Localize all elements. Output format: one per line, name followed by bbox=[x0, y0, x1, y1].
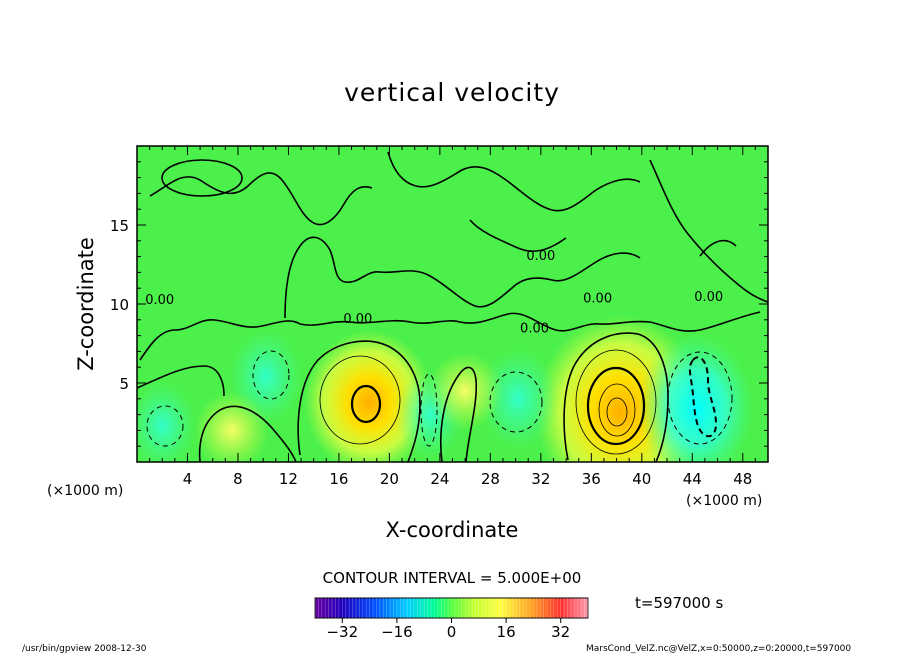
colorbar-tick-label-3: 16 bbox=[497, 623, 516, 641]
colorbar-stripes bbox=[314, 598, 589, 618]
x-unit-left: (×1000 m) bbox=[47, 483, 123, 499]
updraft-region-7 bbox=[427, 351, 503, 430]
plot-area: 0.00 0.00 0.00 0.00 0.00 0.00 bbox=[137, 146, 768, 462]
footer-right: MarsCond_VelZ.nc@VelZ,x=0:50000,z=0:2000… bbox=[586, 644, 851, 654]
x-tick-label-12: 12 bbox=[279, 470, 298, 488]
downdraft-region-2 bbox=[638, 333, 755, 462]
zero-contour-mid-bottom bbox=[439, 366, 478, 462]
zero-contour-top bbox=[149, 151, 768, 303]
y-tick-label-5: 5 bbox=[119, 375, 129, 393]
downdraft-region-5 bbox=[137, 380, 197, 462]
velocity-field bbox=[137, 315, 755, 462]
contour-lines bbox=[137, 151, 768, 462]
contour-label-3: 0.00 bbox=[520, 321, 549, 336]
x-tick-label-48: 48 bbox=[733, 470, 752, 488]
zero-contour-mid bbox=[284, 236, 641, 319]
x-tick-label-36: 36 bbox=[582, 470, 601, 488]
contour-down-d bbox=[489, 371, 543, 433]
colorbar-tick-label-1: −16 bbox=[381, 623, 413, 641]
x-tick-label-4: 4 bbox=[183, 470, 193, 488]
contour-label-4: 0.00 bbox=[694, 290, 723, 305]
colorbar-tick-label-0: −32 bbox=[326, 623, 358, 641]
contour-down-e-10 bbox=[688, 356, 718, 438]
colorbar: −32 −16 0 16 32 bbox=[314, 597, 589, 641]
colorbar-tick-label-4: 32 bbox=[551, 623, 570, 641]
contour-up1-5 bbox=[319, 355, 401, 445]
contour-interval: CONTOUR INTERVAL = 5.000E+00 bbox=[323, 569, 582, 587]
footer-left: /usr/bin/gpview 2008-12-30 bbox=[22, 644, 147, 654]
contour-labels: 0.00 0.00 0.00 0.00 0.00 0.00 bbox=[145, 249, 723, 337]
contour-up2-15 bbox=[598, 383, 636, 437]
contour-up2-5 bbox=[575, 349, 657, 455]
x-axis: 4 8 12 16 20 24 28 32 36 40 44 48 bbox=[136, 146, 769, 488]
zero-contour-blob bbox=[161, 159, 243, 197]
colorbar-ticks: −32 −16 0 16 32 bbox=[326, 618, 570, 641]
x-tick-label-32: 32 bbox=[531, 470, 550, 488]
colorbar-tick-label-2: 0 bbox=[447, 623, 457, 641]
time-label: t=597000 s bbox=[635, 594, 723, 612]
x-unit-right: (×1000 m) bbox=[686, 493, 762, 509]
x-tick-label-44: 44 bbox=[683, 470, 702, 488]
y-axis: 5 10 15 bbox=[110, 145, 768, 463]
y-axis-label: Z-coordinate bbox=[74, 237, 98, 371]
y-tick-label-15: 15 bbox=[110, 217, 129, 235]
zero-contour-left-updraft bbox=[297, 340, 421, 462]
zero-contour-left-bottom bbox=[198, 405, 297, 462]
contour-down-a bbox=[252, 350, 290, 400]
x-axis-label: X-coordinate bbox=[386, 518, 519, 542]
zero-contour-right-updraft bbox=[563, 332, 669, 462]
x-tick-label-28: 28 bbox=[481, 470, 500, 488]
chart-title: vertical velocity bbox=[344, 78, 560, 107]
x-tick-label-16: 16 bbox=[329, 470, 348, 488]
contour-up2-20 bbox=[606, 397, 628, 427]
contour-down-b bbox=[146, 405, 184, 447]
zero-contour-left-mid bbox=[137, 365, 225, 397]
x-tick-label-8: 8 bbox=[233, 470, 243, 488]
updraft-region-8 bbox=[194, 391, 270, 462]
zero-contour-upper bbox=[139, 311, 761, 361]
x-tick-label-24: 24 bbox=[430, 470, 449, 488]
contour-up1-10 bbox=[350, 384, 382, 424]
contour-down-c bbox=[420, 373, 438, 447]
contour-label-0: 0.00 bbox=[343, 312, 372, 327]
contour-label-5: 0.00 bbox=[145, 293, 174, 308]
x-tick-label-40: 40 bbox=[632, 470, 651, 488]
contour-up2-10 bbox=[586, 366, 646, 446]
negative-contours bbox=[146, 350, 733, 447]
y-tick-label-10: 10 bbox=[110, 296, 129, 314]
contour-down-e bbox=[667, 351, 733, 445]
x-tick-label-20: 20 bbox=[380, 470, 399, 488]
contour-label-1: 0.00 bbox=[526, 249, 555, 264]
contour-label-2: 0.00 bbox=[583, 291, 612, 306]
